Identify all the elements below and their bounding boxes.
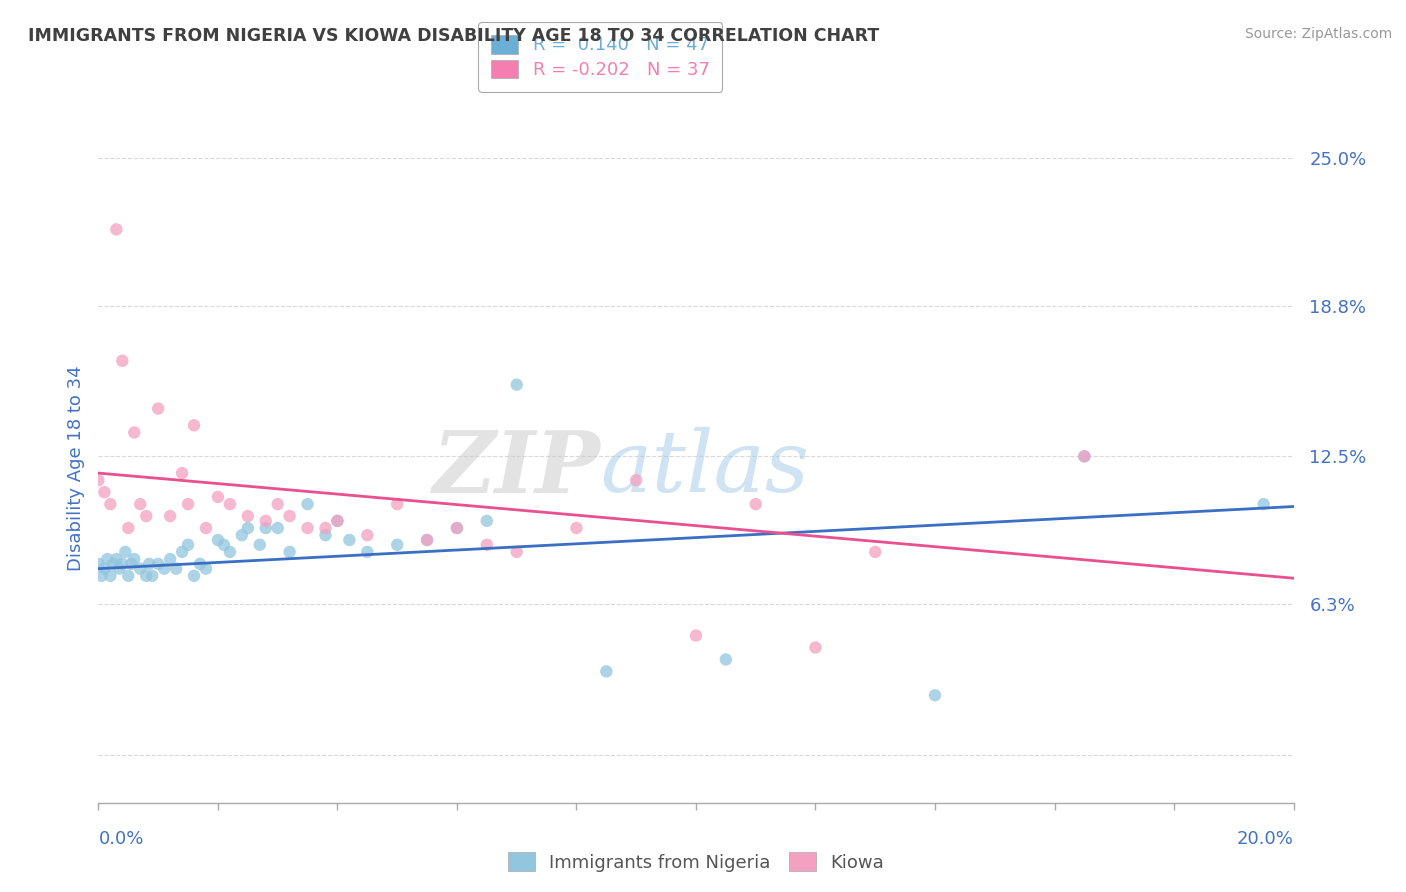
- Point: [385, 497, 409, 511]
- Point: [1073, 450, 1095, 464]
- Point: [267, 497, 290, 511]
- Point: [194, 521, 218, 535]
- Point: [183, 418, 205, 433]
- Point: [219, 497, 242, 511]
- Point: [177, 538, 200, 552]
- Point: [446, 521, 468, 535]
- Point: [159, 552, 181, 566]
- Point: [141, 569, 163, 583]
- Point: [314, 528, 337, 542]
- Point: [714, 652, 737, 666]
- Point: [120, 557, 142, 571]
- Point: [114, 545, 136, 559]
- Point: [165, 562, 187, 576]
- Point: [1253, 497, 1275, 511]
- Point: [254, 514, 277, 528]
- Text: 0.0%: 0.0%: [98, 830, 143, 847]
- Point: [506, 545, 529, 559]
- Point: [804, 640, 827, 655]
- Point: [416, 533, 439, 547]
- Point: [93, 562, 115, 576]
- Point: [565, 521, 588, 535]
- Point: [314, 521, 337, 535]
- Point: [87, 557, 110, 571]
- Point: [356, 528, 378, 542]
- Point: [111, 353, 134, 368]
- Text: IMMIGRANTS FROM NIGERIA VS KIOWA DISABILITY AGE 18 TO 34 CORRELATION CHART: IMMIGRANTS FROM NIGERIA VS KIOWA DISABIL…: [28, 27, 879, 45]
- Point: [135, 569, 157, 583]
- Point: [339, 533, 360, 547]
- Point: [87, 473, 110, 487]
- Point: [183, 569, 205, 583]
- Point: [685, 629, 707, 643]
- Point: [236, 521, 259, 535]
- Point: [153, 562, 176, 576]
- Point: [129, 562, 152, 576]
- Point: [98, 569, 122, 583]
- Point: [105, 552, 128, 566]
- Point: [194, 562, 218, 576]
- Point: [148, 557, 170, 571]
- Point: [124, 552, 146, 566]
- Point: [624, 473, 647, 487]
- Point: [207, 490, 229, 504]
- Point: [475, 514, 498, 528]
- Point: [159, 509, 181, 524]
- Point: [172, 466, 194, 480]
- Point: [1073, 450, 1095, 464]
- Point: [117, 521, 139, 535]
- Point: [207, 533, 229, 547]
- Point: [105, 222, 128, 236]
- Point: [506, 377, 529, 392]
- Point: [129, 497, 152, 511]
- Point: [135, 509, 157, 524]
- Point: [278, 545, 301, 559]
- Point: [326, 514, 349, 528]
- Point: [177, 497, 200, 511]
- Point: [231, 528, 253, 542]
- Point: [148, 401, 170, 416]
- Point: [103, 557, 125, 571]
- Legend: Immigrants from Nigeria, Kiowa: Immigrants from Nigeria, Kiowa: [499, 843, 893, 880]
- Point: [212, 538, 235, 552]
- Text: Source: ZipAtlas.com: Source: ZipAtlas.com: [1244, 27, 1392, 41]
- Text: atlas: atlas: [600, 427, 810, 509]
- Text: ZIP: ZIP: [433, 426, 600, 510]
- Point: [267, 521, 290, 535]
- Point: [111, 557, 134, 571]
- Point: [924, 688, 946, 702]
- Point: [863, 545, 886, 559]
- Text: 20.0%: 20.0%: [1237, 830, 1294, 847]
- Point: [745, 497, 768, 511]
- Point: [236, 509, 259, 524]
- Point: [96, 552, 118, 566]
- Point: [172, 545, 194, 559]
- Point: [278, 509, 301, 524]
- Point: [108, 562, 131, 576]
- Point: [249, 538, 271, 552]
- Point: [219, 545, 242, 559]
- Point: [117, 569, 139, 583]
- Point: [124, 425, 146, 440]
- Y-axis label: Disability Age 18 to 34: Disability Age 18 to 34: [66, 366, 84, 571]
- Point: [93, 485, 115, 500]
- Point: [297, 521, 319, 535]
- Point: [297, 497, 319, 511]
- Point: [326, 514, 349, 528]
- Point: [416, 533, 439, 547]
- Point: [595, 665, 617, 679]
- Point: [385, 538, 409, 552]
- Point: [138, 557, 160, 571]
- Point: [188, 557, 211, 571]
- Point: [356, 545, 378, 559]
- Point: [90, 569, 112, 583]
- Point: [475, 538, 498, 552]
- Point: [98, 497, 122, 511]
- Point: [254, 521, 277, 535]
- Point: [446, 521, 468, 535]
